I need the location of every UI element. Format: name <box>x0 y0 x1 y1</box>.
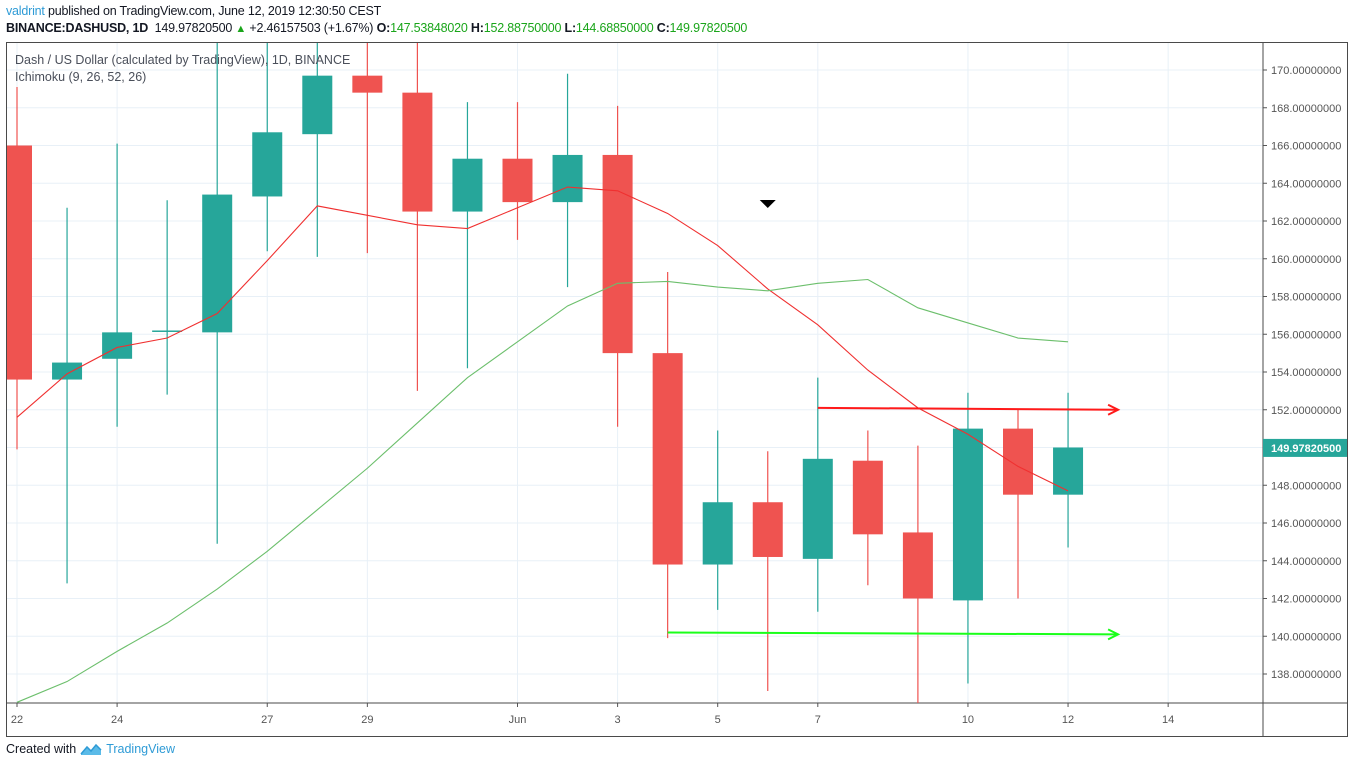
price-axis-label: 138.00000000 <box>1271 669 1341 681</box>
candle-body[interactable] <box>302 75 333 135</box>
price-axis-label: 160.00000000 <box>1271 254 1341 266</box>
tradingview-brand-link[interactable]: TradingView <box>106 742 175 756</box>
resistance-arrow-line[interactable] <box>817 406 1119 411</box>
candle-body[interactable] <box>802 458 833 559</box>
current-price-text: 149.97820500 <box>1271 443 1341 455</box>
time-axis-label: 12 <box>1062 714 1074 726</box>
candle-body[interactable] <box>202 194 233 333</box>
candle-body[interactable] <box>2 145 32 380</box>
current-price-label <box>1263 438 1347 457</box>
price-axis-label: 148.00000000 <box>1271 480 1341 492</box>
price-axis-label: 154.00000000 <box>1271 367 1341 379</box>
time-axis-label: Jun <box>509 714 527 726</box>
low-label: L: <box>564 21 577 35</box>
support-arrow-line[interactable] <box>667 631 1119 636</box>
time-axis-label: 3 <box>615 714 621 726</box>
candle-body[interactable] <box>152 330 183 332</box>
price-axis-label: 158.00000000 <box>1271 292 1341 304</box>
price-axis-label: 166.00000000 <box>1271 141 1341 153</box>
publish-info: valdrint published on TradingView.com, J… <box>6 4 381 18</box>
up-triangle-icon: ▲ <box>235 23 247 35</box>
tradingview-logo-icon <box>80 743 102 755</box>
candle-body[interactable] <box>1053 447 1084 495</box>
author-link[interactable]: valdrint <box>6 4 45 18</box>
down-triangle-marker-icon[interactable] <box>759 200 776 209</box>
open-label: O: <box>376 21 391 35</box>
plot-area[interactable] <box>2 32 1121 704</box>
price-axis-label: 152.00000000 <box>1271 405 1341 417</box>
open-value: 147.53848020 <box>390 21 468 35</box>
high-value: 152.88750000 <box>483 21 562 35</box>
kijun-line <box>16 278 1069 703</box>
candle-body[interactable] <box>702 502 733 565</box>
candle-body[interactable] <box>452 158 483 212</box>
symbol-info-bar: BINANCE:DASHUSD, 1D 149.97820500 ▲ +2.46… <box>6 21 747 35</box>
candle-body[interactable] <box>502 158 533 203</box>
time-axis-label: 27 <box>261 714 273 726</box>
tenkan-line <box>16 186 1069 492</box>
low-value: 144.68850000 <box>575 21 654 35</box>
time-axis-label: 7 <box>815 714 821 726</box>
footer: Created with TradingView <box>6 742 175 756</box>
published-text: published on TradingView.com, June 12, 2… <box>47 4 382 18</box>
candle-body[interactable] <box>652 353 683 565</box>
symbol-name: BINANCE:DASHUSD, 1D <box>6 21 149 35</box>
candle-body[interactable] <box>1003 428 1033 495</box>
candle-body[interactable] <box>352 75 383 93</box>
time-axis-label: 5 <box>715 714 721 726</box>
last-price: 149.97820500 <box>154 21 233 35</box>
close-label: C: <box>656 21 670 35</box>
close-value: 149.97820500 <box>669 21 748 35</box>
high-label: H: <box>470 21 484 35</box>
price-axis-label: 146.00000000 <box>1271 518 1341 530</box>
price-axis-label: 164.00000000 <box>1271 178 1341 190</box>
time-axis-label: 14 <box>1162 714 1174 726</box>
candle-body[interactable] <box>252 132 283 197</box>
candle-body[interactable] <box>752 502 783 557</box>
created-with-text: Created with <box>6 742 77 756</box>
time-axis-label: 29 <box>361 714 373 726</box>
price-axis-label: 162.00000000 <box>1271 216 1341 228</box>
price-axis-label: 144.00000000 <box>1271 556 1341 568</box>
price-axis-label: 142.00000000 <box>1271 594 1341 606</box>
price-axis-label: 168.00000000 <box>1271 103 1341 115</box>
time-axis-label: 24 <box>111 714 123 726</box>
chart-frame[interactable] <box>6 42 1348 737</box>
resistance-arrowhead-icon <box>1107 403 1121 416</box>
time-axis-label: 10 <box>962 714 974 726</box>
price-change: +2.46157503 (+1.67%) <box>249 21 374 35</box>
time-axis-label: 22 <box>11 714 23 726</box>
candle-body[interactable] <box>902 532 933 599</box>
series-legend: Dash / US Dollar (calculated by TradingV… <box>15 53 351 67</box>
support-arrowhead-icon <box>1107 628 1121 641</box>
price-axis-label: 156.00000000 <box>1271 329 1341 341</box>
price-axis-label: 140.00000000 <box>1271 631 1341 643</box>
indicator-legend[interactable]: Ichimoku (9, 26, 52, 26) <box>15 70 147 84</box>
candle-body[interactable] <box>952 428 983 601</box>
price-axis-label: 170.00000000 <box>1271 65 1341 77</box>
candle-body[interactable] <box>552 154 583 203</box>
candle-body[interactable] <box>602 154 633 354</box>
candle-body[interactable] <box>402 92 433 212</box>
candle-body[interactable] <box>52 362 83 380</box>
candle-body[interactable] <box>852 460 883 535</box>
